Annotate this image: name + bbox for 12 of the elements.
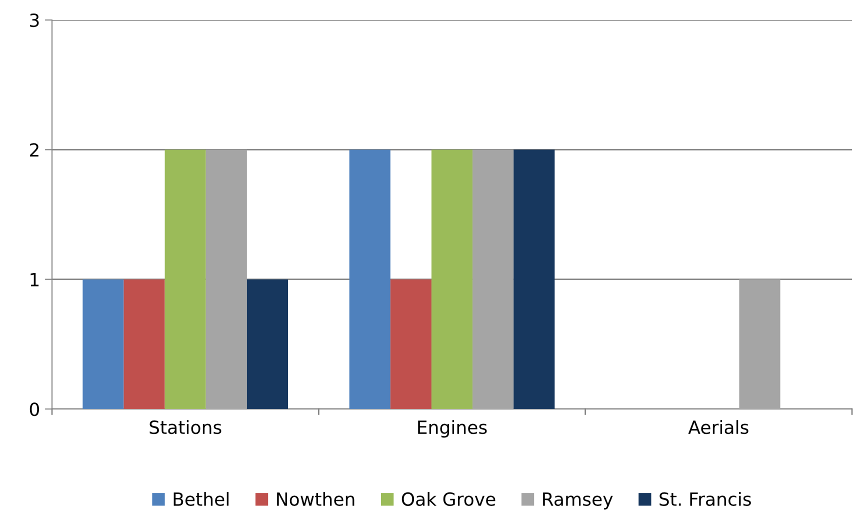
legend-label: Bethel [174,492,228,506]
legend-label: Ramsey [543,492,613,510]
legend-label: Nowthen [277,492,354,506]
x-tick-label: Stations [150,420,222,434]
x-tick-label: Aerials [688,420,748,434]
legend-label: Oak Grove [402,492,496,506]
y-tick-label: 0 [30,402,39,416]
y-tick-label: 3 [30,13,39,28]
y-tick-label: 2 [30,143,38,157]
legend-label: St. Francis [660,492,751,506]
y-tick-label: 1 [30,273,39,286]
x-tick-label: Engines [418,420,487,438]
